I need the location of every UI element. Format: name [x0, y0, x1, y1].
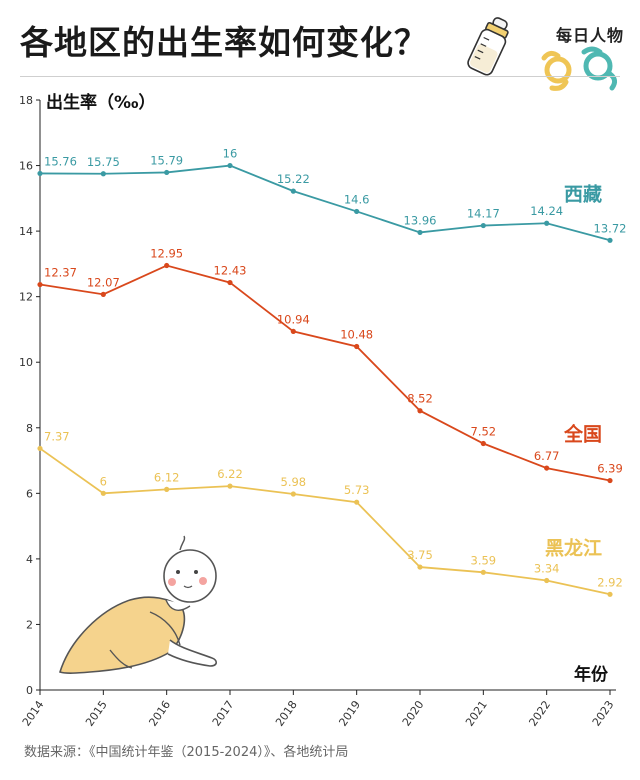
data-point: [480, 222, 486, 229]
crawling-baby-illustration: [59, 535, 218, 674]
data-label: 15.22: [277, 172, 310, 186]
data-label: 3.34: [534, 562, 560, 576]
data-point: [544, 220, 550, 226]
data-label: 12.07: [87, 275, 120, 289]
data-label: 10.48: [340, 327, 373, 341]
y-tick-label: 12: [19, 291, 33, 304]
data-point: [544, 465, 550, 471]
data-label: 10.94: [277, 312, 310, 326]
data-label: 14.24: [530, 204, 563, 218]
y-tick-label: 6: [26, 487, 33, 500]
data-label: 16: [223, 147, 238, 161]
x-tick-label: 2018: [273, 698, 300, 728]
data-label: 14.6: [344, 192, 370, 206]
data-point: [354, 343, 360, 350]
data-source-note: 数据来源：《中国统计年鉴（2015-2024）》、各地统计局: [24, 745, 349, 760]
data-label: 14.17: [467, 207, 500, 221]
data-label: 6: [100, 474, 107, 488]
y-tick-label: 10: [19, 356, 33, 369]
data-label: 5.98: [281, 475, 307, 489]
data-point: [354, 208, 360, 215]
data-label: 5.73: [344, 483, 370, 497]
x-tick-label: 2016: [146, 698, 173, 728]
data-point: [480, 440, 486, 447]
data-point: [164, 262, 170, 269]
data-label: 8.52: [407, 392, 433, 406]
x-tick-label: 2021: [463, 698, 490, 728]
data-point: [607, 237, 613, 243]
data-label: 6.77: [534, 449, 560, 463]
data-label: 13.72: [594, 221, 627, 235]
data-point: [100, 490, 106, 496]
y-tick-label: 16: [19, 160, 33, 173]
data-point: [37, 170, 43, 177]
data-point: [37, 445, 43, 452]
brand-logo-text: 每日人物: [556, 26, 625, 45]
data-label: 3.75: [407, 548, 433, 562]
data-point: [164, 169, 170, 176]
data-label: 12.95: [150, 247, 183, 261]
data-label: 15.75: [87, 155, 120, 169]
data-point: [290, 328, 296, 335]
legend-label: 西藏: [564, 182, 602, 205]
data-point: [227, 279, 233, 286]
data-label: 6.39: [597, 462, 623, 476]
baby-bottle-icon: [467, 17, 509, 76]
legend-label: 全国: [563, 423, 602, 446]
x-tick-label: 2023: [590, 698, 617, 728]
series-line: [39, 164, 611, 242]
data-point: [417, 229, 423, 236]
y-axis-label: 出生率（‰）: [46, 92, 155, 113]
data-label: 7.37: [44, 429, 70, 443]
data-point: [607, 477, 613, 484]
data-point: [227, 483, 233, 489]
title-divider: [20, 76, 620, 77]
x-tick-label: 2017: [210, 698, 237, 728]
data-point: [417, 564, 423, 570]
data-point: [607, 591, 613, 597]
data-point: [290, 491, 296, 497]
y-tick-label: 14: [19, 225, 33, 238]
data-label: 15.76: [44, 154, 77, 168]
series-line: [39, 264, 611, 482]
data-point: [544, 577, 550, 584]
y-tick-label: 4: [26, 553, 33, 566]
data-label: 3.59: [471, 553, 497, 567]
chart-title: 各地区的出生率如何变化？: [20, 23, 428, 62]
data-label: 6.12: [154, 470, 180, 484]
data-label: 12.43: [214, 264, 247, 278]
data-point: [227, 162, 233, 169]
x-tick-label: 2015: [83, 698, 110, 728]
data-label: 6.22: [217, 467, 243, 481]
data-point: [417, 408, 423, 414]
y-tick-label: 2: [26, 618, 33, 631]
brand-flower-icon: [541, 46, 618, 91]
data-point: [290, 188, 296, 194]
y-tick-label: 0: [26, 684, 33, 697]
data-point: [164, 486, 170, 492]
y-tick-label: 18: [19, 94, 33, 107]
data-point: [100, 291, 106, 297]
data-point: [37, 281, 43, 288]
data-label: 13.96: [404, 213, 437, 227]
x-tick-label: 2019: [336, 698, 363, 728]
data-label: 2.92: [597, 575, 623, 589]
data-point: [354, 499, 360, 505]
x-tick-label: 2020: [400, 698, 427, 728]
data-point: [480, 569, 486, 575]
x-tick-label: 2022: [526, 698, 553, 728]
data-label: 7.52: [471, 425, 497, 439]
x-tick-label: 2014: [20, 698, 47, 728]
data-label: 12.37: [44, 266, 77, 280]
data-label: 15.79: [150, 153, 183, 167]
data-point: [100, 171, 106, 177]
y-tick-label: 8: [26, 422, 33, 435]
series-line: [39, 447, 611, 596]
legend-label: 黑龙江: [545, 536, 602, 559]
x-axis-label: 年份: [574, 664, 609, 685]
